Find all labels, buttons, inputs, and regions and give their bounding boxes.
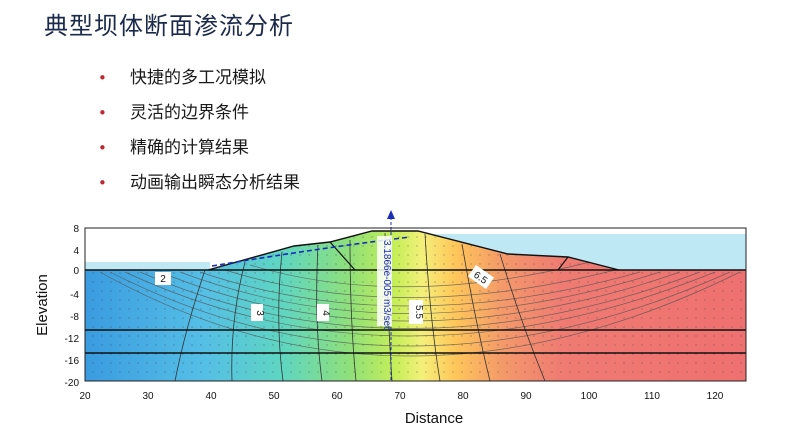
y-axis: 8 4 0 -4 -8 -12 -16 -20	[65, 224, 80, 389]
dam-outline	[207, 230, 620, 271]
y-tick-label: -20	[65, 378, 80, 389]
feature-text: 灵活的边界条件	[130, 103, 249, 123]
x-tick-label: 40	[205, 391, 217, 402]
y-tick-label: -16	[65, 356, 80, 367]
y-tick-label: -8	[70, 312, 79, 323]
flux-arrow-icon	[387, 210, 395, 219]
dam-zone-line	[557, 256, 569, 271]
x-tick-label: 100	[581, 391, 598, 402]
x-tick-label: 20	[79, 391, 91, 402]
feature-item: • 灵活的边界条件	[98, 101, 300, 136]
flux-value-label: 3.1866e-005 m3/sec	[381, 240, 392, 331]
bullet-marker: •	[98, 69, 107, 87]
y-tick-label: 8	[73, 224, 79, 235]
upstream-water	[85, 262, 210, 270]
y-tick-label: 0	[73, 266, 79, 277]
bullet-marker: •	[98, 104, 107, 122]
y-axis-label: Elevation	[34, 274, 51, 336]
bullet-marker: •	[98, 139, 107, 157]
feature-item: • 动画输出瞬态分析结果	[98, 171, 300, 206]
x-tick-label: 30	[142, 391, 154, 402]
y-tick-label: -12	[65, 334, 80, 345]
x-tick-label: 90	[520, 391, 532, 402]
feature-text: 动画输出瞬态分析结果	[130, 173, 300, 193]
x-axis-label: Distance	[405, 410, 463, 427]
plot-frame	[84, 227, 747, 382]
y-tick-label: 4	[73, 246, 79, 257]
feature-list: • 快捷的多工况模拟 • 灵活的边界条件 • 精确的计算结果 • 动画输出瞬态分析结果	[98, 66, 300, 206]
feature-text: 精确的计算结果	[130, 138, 249, 158]
feature-text: 快捷的多工况模拟	[130, 68, 266, 88]
contour-label: 4	[320, 310, 331, 316]
contour-label: 5.5	[413, 305, 424, 319]
feature-item: • 快捷的多工况模拟	[98, 66, 300, 101]
y-tick-label: -4	[70, 290, 79, 301]
feature-item: • 精确的计算结果	[98, 136, 300, 171]
contour-label: 3	[254, 310, 265, 316]
x-tick-label: 70	[394, 391, 406, 402]
contour-label: 2	[160, 274, 166, 285]
x-tick-label: 60	[331, 391, 343, 402]
x-tick-label: 120	[707, 391, 724, 402]
slide-title: 典型坝体断面渗流分析	[44, 12, 294, 40]
x-tick-label: 50	[268, 391, 280, 402]
x-tick-label: 110	[644, 391, 660, 402]
x-axis: 20 30 40 50 60 70 80 90 100 110 120	[79, 391, 723, 402]
x-tick-label: 80	[457, 391, 469, 402]
bullet-marker: •	[98, 174, 107, 192]
